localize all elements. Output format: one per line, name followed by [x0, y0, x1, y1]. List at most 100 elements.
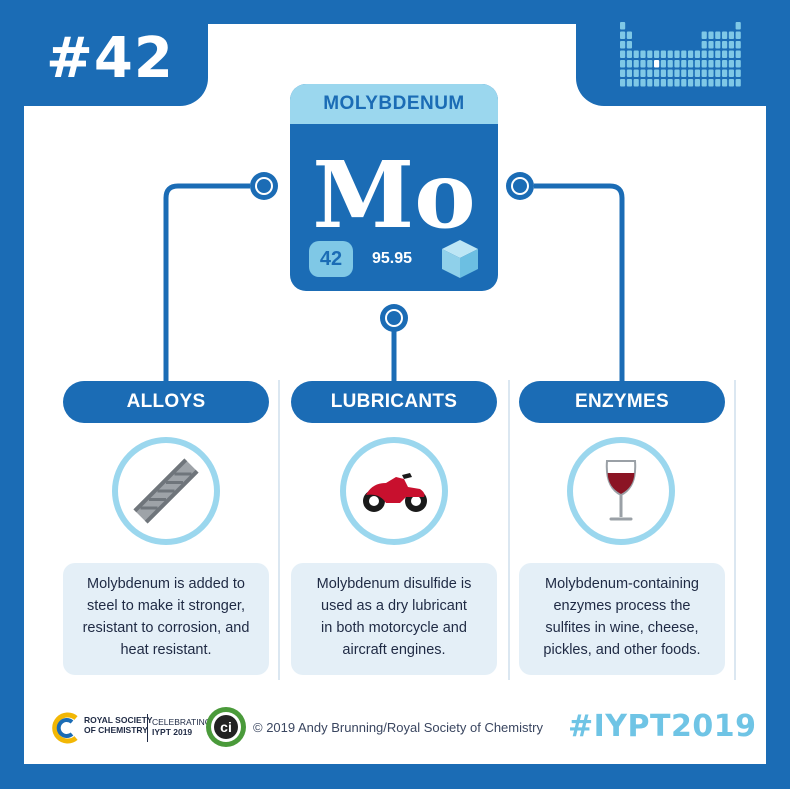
use-icon-ring-enzymes [567, 437, 675, 545]
use-description-lubricants: Molybdenum disulfide is used as a dry lu… [291, 563, 497, 675]
description-line: sulfites in wine, cheese, [545, 620, 699, 636]
column-divider [278, 380, 280, 680]
use-title-lubricants: LUBRICANTS [291, 381, 497, 423]
mini-table-cell [701, 69, 707, 77]
element-symbol: Mo [312, 141, 476, 249]
mini-table-cell [722, 31, 728, 39]
mini-table-cell [735, 60, 741, 68]
mini-table-cell [640, 50, 646, 58]
iypt-celebration: CELEBRATING IYPT 2019 [152, 717, 212, 737]
mini-table-cell [654, 69, 660, 77]
mini-table-cell [620, 50, 626, 58]
atomic-mass: 95.95 [372, 250, 413, 267]
mini-table-cell [708, 79, 714, 87]
mini-table-cell [674, 50, 680, 58]
mini-table-cell [674, 60, 680, 68]
mini-table-cell [667, 79, 673, 87]
mini-table-cell [735, 41, 741, 49]
mini-table-cell [715, 69, 721, 77]
mini-table-cell [728, 41, 734, 49]
mini-table-cell [722, 60, 728, 68]
mini-table-cell [626, 69, 632, 77]
mini-table-cell [735, 31, 741, 39]
mini-table-cell [735, 50, 741, 58]
mini-table-cell [626, 31, 632, 39]
mini-table-cell [620, 60, 626, 68]
copyright-text: © 2019 Andy Brunning/Royal Society of Ch… [253, 720, 543, 735]
mini-table-cell [633, 79, 639, 87]
use-title-enzymes: ENZYMES [519, 381, 725, 423]
mini-table-cell [701, 60, 707, 68]
mini-table-cell [620, 41, 626, 49]
number-tab [0, 0, 208, 106]
mini-table-cell [701, 31, 707, 39]
svg-text:ci: ci [220, 719, 232, 735]
mini-table-cell [654, 50, 660, 58]
mini-table-cell [722, 50, 728, 58]
mini-table-cell [688, 50, 694, 58]
mini-table-cell [633, 69, 639, 77]
mini-table-cell [681, 60, 687, 68]
mini-table-cell [715, 41, 721, 49]
mini-table-cell [715, 50, 721, 58]
mini-table-cell [694, 60, 700, 68]
mini-table-cell [701, 79, 707, 87]
mini-table-cell [728, 79, 734, 87]
mini-table-cell [647, 79, 653, 87]
description-line: steel to make it stronger, [87, 598, 245, 614]
mini-table-cell [640, 79, 646, 87]
iypt-line: CELEBRATING [152, 717, 212, 727]
mini-table-cell [633, 60, 639, 68]
use-icon-ring-alloys [112, 437, 220, 545]
mini-table-cell [620, 79, 626, 87]
mini-table-cell [674, 69, 680, 77]
mini-table-cell [694, 79, 700, 87]
mini-table-cell [688, 60, 694, 68]
mini-table-cell [728, 50, 734, 58]
footer-divider [147, 714, 148, 742]
mini-table-cell [735, 22, 741, 30]
description-line: resistant to corrosion, and [82, 620, 250, 636]
mini-table-cell [640, 69, 646, 77]
mini-table-cell [688, 69, 694, 77]
mini-table-cell [626, 60, 632, 68]
mini-table-cell [722, 69, 728, 77]
mini-table-cell [620, 69, 626, 77]
mini-table-cell [647, 50, 653, 58]
mini-table-cell [667, 69, 673, 77]
cube-icon [442, 240, 478, 278]
mini-table-cell [660, 50, 666, 58]
ci-logo-icon: ci [206, 707, 246, 747]
rsc-line: ROYAL SOCIETY [84, 715, 153, 725]
element-number-badge: #42 [46, 26, 174, 91]
description-line: pickles, and other foods. [543, 642, 701, 658]
mini-table-cell [660, 69, 666, 77]
mini-table-cell [722, 79, 728, 87]
rsc-name: ROYAL SOCIETY OF CHEMISTRY [84, 715, 164, 735]
description-line: in both motorcycle and [321, 620, 467, 636]
mini-table-cell [708, 41, 714, 49]
wine-glass-icon [605, 460, 637, 521]
rsc-logo-block: ROYAL SOCIETY OF CHEMISTRY CELEBRATING I… [50, 710, 245, 746]
mini-table-cell [694, 50, 700, 58]
mini-table-cell [681, 50, 687, 58]
mini-table-cell [735, 79, 741, 87]
mini-table-cell [640, 60, 646, 68]
iypt-line: IYPT 2019 [152, 727, 193, 737]
mini-table-cell [708, 60, 714, 68]
mini-table-cell [681, 79, 687, 87]
mini-table-cell [715, 60, 721, 68]
mini-table-cell [626, 79, 632, 87]
column-divider [508, 380, 510, 680]
mini-table-cell [708, 31, 714, 39]
mini-table-cell [735, 69, 741, 77]
mini-table-cell [722, 41, 728, 49]
mini-table-cell [715, 79, 721, 87]
element-name-bar [290, 84, 498, 124]
steel-beam-icon [133, 458, 199, 524]
mini-table-cell [688, 79, 694, 87]
use-icon-ring-lubricants [340, 437, 448, 545]
description-line: enzymes process the [553, 598, 691, 614]
motorcycle-icon [363, 473, 427, 512]
use-title-alloys: ALLOYS [63, 381, 269, 423]
